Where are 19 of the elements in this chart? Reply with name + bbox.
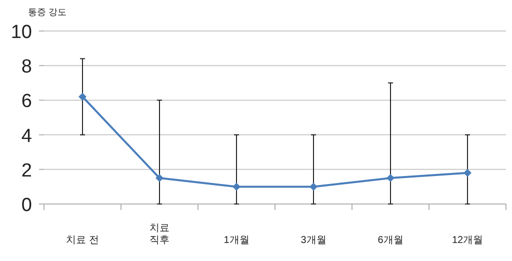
point xyxy=(386,174,394,182)
x-tick-label: 치료 전 xyxy=(66,235,99,246)
y-tick-label: 0 xyxy=(21,195,32,216)
point xyxy=(464,168,472,177)
point xyxy=(310,182,318,191)
y-tick-label: 4 xyxy=(21,126,32,147)
point xyxy=(78,92,86,101)
x-tick-label: 6개월 xyxy=(378,235,404,246)
y-tick-label: 2 xyxy=(21,160,32,182)
y-tick-label: 10 xyxy=(10,22,32,43)
y-axis-title: 통증 강도 xyxy=(28,7,67,17)
x-tick-label: 1개월 xyxy=(224,235,250,246)
x-tick-label: 치료 직후 xyxy=(150,223,170,246)
y-tick-label: 8 xyxy=(21,56,32,78)
point xyxy=(232,182,240,191)
point xyxy=(156,174,164,182)
x-tick-label: 12개월 xyxy=(452,235,484,246)
y-tick-label: 6 xyxy=(21,91,32,112)
x-tick-label: 3개월 xyxy=(300,235,326,246)
